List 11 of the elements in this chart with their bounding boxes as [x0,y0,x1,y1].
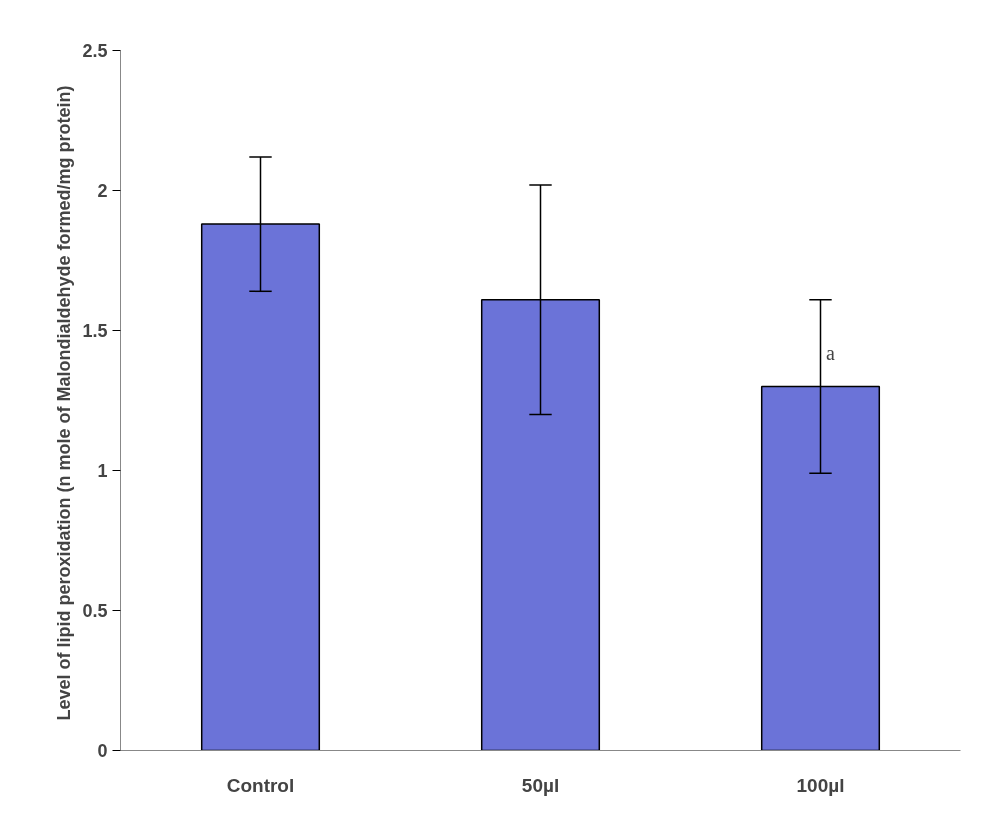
y-tick-label: 2.5 [82,41,108,61]
y-tick-label: 2 [97,181,108,201]
y-tick-label: 0 [97,741,108,761]
x-tick-label: 100µl [796,774,845,796]
annotation: a [826,341,836,364]
y-tick-label: 1 [97,461,108,481]
x-tick-label: Control [226,774,295,796]
y-tick-label: 1.5 [82,321,108,341]
y-axis-title: Level of lipid peroxidation (n mole of Malondialdehyde formed/mg protein) [54,85,75,721]
y-tick-label: 0.5 [82,601,108,621]
x-tick-label: 50µl [521,774,560,796]
